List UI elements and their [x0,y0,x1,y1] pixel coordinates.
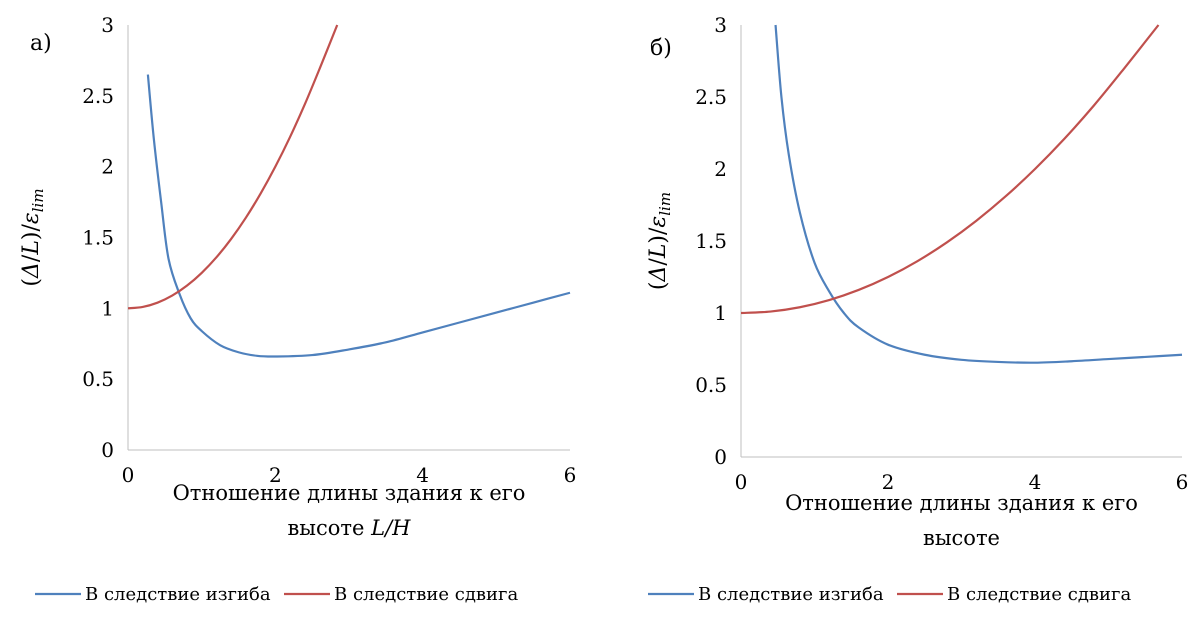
x-tick-label: 0 [122,463,135,487]
y-axis-label: (Δ/L)/εlim [19,188,47,286]
y-tick-label: 1.5 [82,226,114,250]
x-tick-label: 4 [1029,470,1042,494]
x-tick-label: 2 [269,463,282,487]
x-axis-label-line2: высоте L/H [287,516,411,540]
x-tick-label: 4 [416,463,429,487]
series-line-shear [741,24,1160,315]
y-tick-label: 1 [714,301,727,325]
y-tick-label: 2 [101,155,114,179]
x-tick-label: 6 [1176,470,1189,494]
chart-panel-2: 0 0.5 1 1.5 2 2.5 3 0 2 4 6 б) (Δ/L)/εlim Отношение д… [646,13,1188,605]
legend-label: В следствие сдвига [334,584,518,605]
y-tick-label: 2.5 [695,85,727,109]
y-tick-label: 0 [101,438,114,462]
panel-label: а) [30,31,52,56]
x-axis-label-line1: Отношение длины здания к его [785,491,1138,515]
y-tick-label: 3 [714,13,727,37]
y-tick-label: 2 [714,157,727,181]
y-tick-label: 0 [714,445,727,469]
legend-label: В следствие изгиба [85,584,271,605]
y-tick-label: 0.5 [695,373,727,397]
series-line-shear [128,24,339,310]
y-tick-label: 2.5 [82,84,114,108]
y-axis-label: (Δ/L)/εlim [646,192,674,290]
y-tick-label: 1.5 [695,229,727,253]
chart-panel-1: 0 0.5 1 1.5 2 2.5 3 0 2 4 6 а) (Δ/L)/εlim Отношение д… [19,13,576,605]
series-line-bending [146,74,571,358]
legend-label: В следствие сдвига [947,584,1131,605]
y-tick-label: 0.5 [82,367,114,391]
legend-label: В следствие изгиба [698,584,884,605]
series-line-bending [774,24,1183,364]
x-axis-label-line1: Отношение длины здания к его [173,481,526,505]
y-tick-label: 3 [101,13,114,37]
x-tick-label: 6 [564,463,577,487]
x-tick-label: 2 [882,470,895,494]
y-tick-label: 1 [101,296,114,320]
panel-label: б) [650,36,672,61]
x-axis-label-line2: высоте [923,526,1000,550]
x-tick-label: 0 [735,470,748,494]
